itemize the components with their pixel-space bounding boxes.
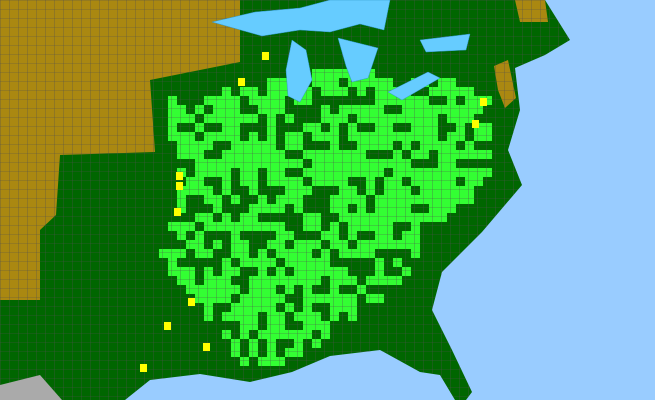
- county-noted: [176, 182, 183, 190]
- lake-ontario: [419, 33, 471, 53]
- lake-huron: [337, 37, 379, 83]
- county-noted: [203, 343, 210, 351]
- county-noted: [480, 98, 487, 106]
- mexico: [0, 375, 62, 400]
- lake-michigan: [285, 39, 313, 103]
- county-noted: [140, 364, 147, 372]
- county-noted: [188, 298, 195, 306]
- county-noted: [472, 120, 479, 128]
- great-lakes: [211, 0, 471, 103]
- county-noted: [238, 78, 245, 86]
- noted-counties: [140, 52, 487, 372]
- county-noted: [176, 172, 183, 180]
- lake-erie: [387, 71, 441, 101]
- county-noted: [164, 322, 171, 330]
- county-noted: [174, 208, 181, 216]
- lake-superior: [211, 0, 391, 37]
- county-noted: [262, 52, 269, 60]
